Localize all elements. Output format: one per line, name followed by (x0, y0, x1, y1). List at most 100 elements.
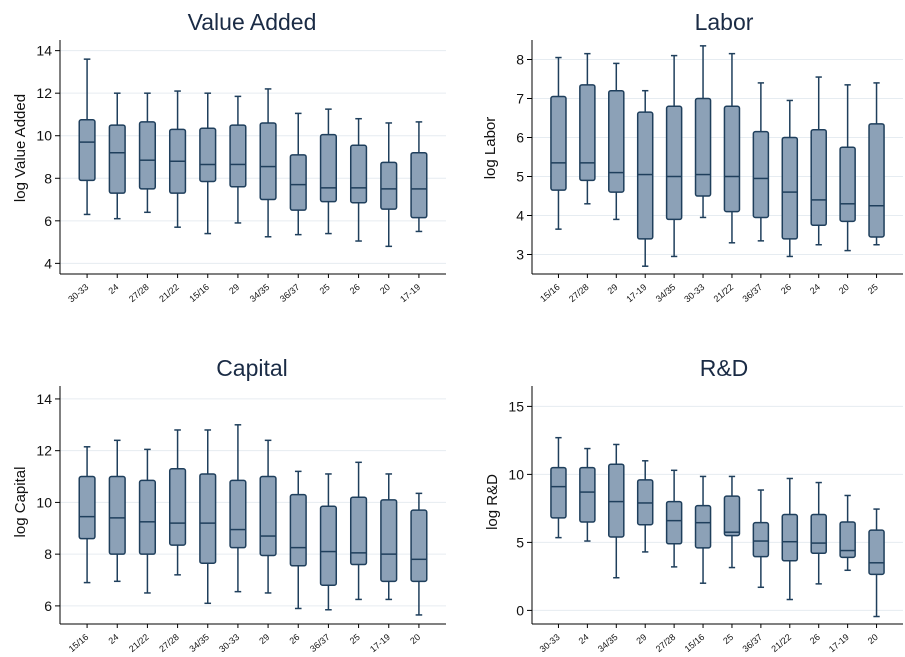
x-tick-label: 17-19 (368, 632, 392, 654)
box-iqr (380, 161, 398, 210)
panel-title: Value Added (188, 9, 317, 35)
x-tick-label: 26 (287, 632, 301, 646)
x-tick-label: 20 (408, 632, 422, 646)
box-iqr (199, 127, 217, 183)
x-tick-label: 26 (779, 282, 793, 296)
y-tick-label: 5 (516, 534, 524, 550)
y-tick-label: 14 (36, 391, 52, 407)
x-tick-label: 30-33 (66, 282, 90, 304)
box-iqr (752, 521, 770, 558)
x-tick-label: 20 (837, 282, 851, 296)
y-tick-label: 8 (516, 52, 524, 68)
panel-labor: Labor log Labor 3 4 5 6 7 8 15/16 27/28 29 17-19 3… (482, 9, 903, 304)
box-iqr (108, 475, 126, 555)
x-tick-label: 27/28 (157, 632, 181, 654)
y-tick-label: 0 (516, 602, 524, 618)
x-tick-label: 27/28 (654, 632, 678, 654)
panel-capital: Capital log Capital 6 8 10 12 14 15/16 24 21/22… (12, 355, 446, 654)
box-iqr (608, 463, 625, 538)
x-tick-label: 25 (348, 632, 362, 646)
box-iqr (579, 84, 596, 182)
box-iqr (410, 151, 428, 219)
y-axis-label: log R&D (484, 474, 501, 530)
box-iqr (380, 499, 398, 583)
box-iqr (319, 505, 338, 586)
x-tick-label: 20 (378, 282, 392, 296)
y-tick-label: 6 (516, 130, 524, 146)
box-iqr (199, 473, 217, 564)
x-tick-label: 15/16 (538, 282, 562, 304)
box-iqr (138, 121, 157, 190)
x-tick-label: 29 (605, 282, 619, 296)
box-iqr (868, 123, 885, 238)
x-tick-label: 30-33 (538, 632, 562, 654)
box-iqr (723, 495, 741, 537)
y-tick-label: 8 (44, 170, 52, 186)
x-tick-label: 25 (721, 632, 735, 646)
box-iqr (349, 496, 368, 566)
box-iqr (259, 475, 277, 557)
y-tick-label: 4 (44, 255, 52, 271)
x-tick-label: 30-33 (217, 632, 241, 654)
box-iqr (349, 144, 368, 204)
y-tick-label: 12 (36, 443, 52, 459)
box-iqr (579, 466, 596, 523)
box-iqr (839, 146, 856, 223)
box-iqr (810, 513, 827, 555)
x-tick-label: 26 (808, 632, 822, 646)
y-tick-label: 15 (508, 398, 524, 414)
box-iqr (229, 124, 247, 188)
x-tick-label: 21/22 (157, 282, 181, 304)
box-iqr (410, 509, 428, 583)
y-tick-label: 4 (516, 208, 524, 224)
x-tick-label: 36/37 (278, 282, 302, 304)
box-iqr (868, 529, 885, 576)
x-tick-label: 21/22 (127, 632, 151, 654)
box-iqr (550, 95, 567, 191)
box-iqr (550, 466, 567, 519)
x-tick-label: 20 (866, 632, 880, 646)
y-tick-label: 10 (36, 128, 52, 144)
panel-rd: R&D log R&D 0 5 10 15 30-33 24 34/35 29 27/28 15/… (484, 355, 903, 654)
x-tick-label: 21/22 (712, 282, 736, 304)
x-tick-label: 29 (227, 282, 241, 296)
box-iqr (839, 521, 856, 559)
x-tick-label: 36/37 (308, 632, 332, 654)
box-iqr (168, 468, 187, 546)
box-iqr (108, 124, 126, 194)
x-tick-label: 17-19 (624, 282, 648, 304)
x-tick-label: 29 (634, 632, 648, 646)
x-tick-label: 24 (106, 282, 120, 296)
x-tick-label: 25 (318, 282, 332, 296)
x-tick-label: 21/22 (769, 632, 793, 654)
box-iqr (78, 119, 96, 182)
x-tick-label: 24 (808, 282, 822, 296)
y-tick-label: 7 (516, 91, 524, 107)
x-tick-label: 30-33 (682, 282, 706, 304)
y-tick-label: 8 (44, 546, 52, 562)
box-iqr (289, 493, 307, 567)
x-tick-label: 27/28 (567, 282, 591, 304)
y-tick-label: 10 (36, 494, 52, 510)
x-tick-label: 34/35 (248, 282, 272, 304)
x-tick-label: 17-19 (827, 632, 851, 654)
y-tick-label: 5 (516, 169, 524, 185)
x-tick-label: 29 (257, 632, 271, 646)
x-tick-label: 34/35 (596, 632, 620, 654)
box-iqr (289, 154, 307, 211)
x-tick-label: 17-19 (398, 282, 422, 304)
box-iqr (723, 105, 741, 213)
box-iqr (636, 111, 654, 240)
panel-title: R&D (700, 355, 749, 381)
y-axis-label: log Capital (12, 467, 29, 538)
box-iqr (694, 97, 712, 197)
x-tick-label: 34/35 (654, 282, 678, 304)
box-iqr (608, 89, 625, 193)
box-iqr (781, 136, 799, 240)
box-iqr (665, 500, 683, 545)
box-iqr (694, 504, 712, 549)
box-iqr (752, 130, 770, 219)
box-iqr (810, 128, 827, 226)
x-tick-label: 15/16 (187, 282, 211, 304)
box-iqr (78, 475, 96, 540)
